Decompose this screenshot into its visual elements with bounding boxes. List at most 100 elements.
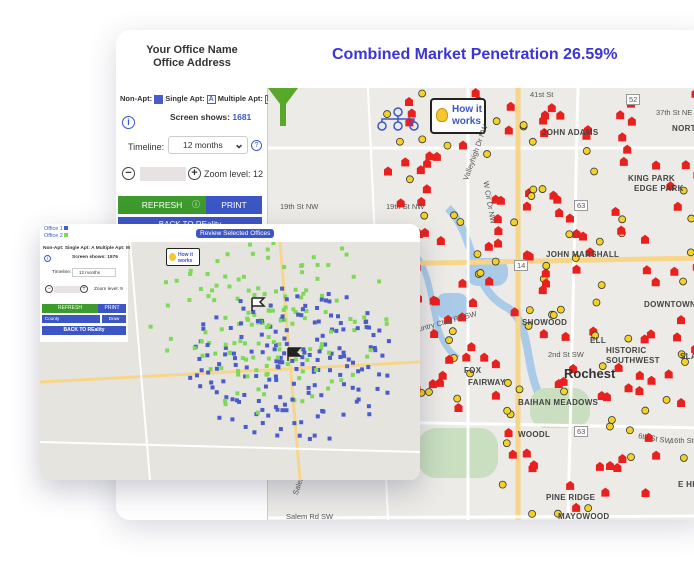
office1-marker bbox=[319, 393, 324, 398]
timeline-select[interactable]: 12 months bbox=[72, 268, 116, 277]
office1-marker bbox=[230, 417, 235, 422]
office1-marker bbox=[380, 353, 385, 358]
pin-marker bbox=[565, 230, 574, 239]
office1-marker bbox=[255, 319, 260, 324]
office1-marker bbox=[329, 313, 334, 318]
neighborhood-label: FAIRWAY bbox=[468, 378, 506, 387]
comparison-control-panel: Non-Apt: Single Apt: A Multiple Apt: M i… bbox=[40, 242, 130, 342]
office2-marker bbox=[265, 371, 270, 376]
house-marker bbox=[652, 160, 661, 170]
office1-marker bbox=[274, 377, 279, 382]
house-marker bbox=[522, 201, 531, 211]
neighborhood-label: SLA bbox=[680, 352, 694, 361]
office1-marker bbox=[346, 357, 351, 362]
office1-marker bbox=[275, 407, 280, 412]
office2-marker bbox=[252, 293, 257, 298]
office2-marker bbox=[315, 262, 320, 267]
office2-marker bbox=[192, 346, 197, 351]
office2-marker bbox=[329, 379, 334, 384]
timeline-select[interactable]: 12 months ⌄ bbox=[168, 136, 248, 154]
pin-marker bbox=[529, 185, 538, 194]
info-icon[interactable]: i bbox=[44, 255, 51, 262]
office2-marker bbox=[319, 345, 324, 350]
pin-marker bbox=[425, 388, 433, 396]
review-selected-offices-button[interactable]: Review Selected Offices bbox=[196, 229, 275, 238]
house-marker bbox=[485, 276, 494, 286]
office1-marker bbox=[366, 404, 371, 409]
office1-marker bbox=[237, 399, 242, 404]
single-apt-icon: A bbox=[206, 94, 216, 104]
office1-marker bbox=[338, 355, 343, 360]
office1-marker bbox=[254, 374, 259, 379]
office2-marker bbox=[275, 355, 280, 360]
zoom-out-button[interactable]: − bbox=[45, 285, 53, 293]
office1-marker bbox=[284, 328, 289, 333]
office1-marker bbox=[198, 384, 203, 389]
how-it-works-button[interactable]: How it works bbox=[430, 98, 486, 134]
office2-marker bbox=[256, 387, 261, 392]
lightbulb-icon bbox=[436, 108, 448, 122]
zoom-control: − + Zoom level: 12 bbox=[122, 166, 266, 182]
house-marker bbox=[416, 165, 425, 175]
zoom-bar[interactable] bbox=[140, 167, 186, 181]
house-marker bbox=[420, 227, 429, 237]
office1-marker bbox=[302, 350, 307, 355]
filter-icon[interactable] bbox=[268, 88, 298, 128]
office2-marker bbox=[302, 316, 307, 321]
pin-marker bbox=[524, 322, 533, 330]
print-button[interactable]: PRINT bbox=[206, 196, 262, 214]
office2-marker bbox=[377, 279, 382, 284]
office1-marker bbox=[278, 355, 283, 360]
house-marker bbox=[435, 377, 444, 387]
house-marker bbox=[613, 462, 622, 472]
pin-marker bbox=[679, 277, 688, 286]
office1-marker bbox=[365, 311, 370, 316]
office1-marker bbox=[338, 372, 343, 377]
house-marker bbox=[458, 278, 467, 288]
zoom-in-button[interactable]: + bbox=[80, 285, 88, 293]
office2-marker bbox=[262, 392, 267, 397]
office1-marker bbox=[273, 405, 278, 410]
office1-marker bbox=[337, 346, 342, 351]
house-marker bbox=[601, 487, 610, 497]
office1-marker bbox=[373, 348, 378, 353]
house-marker bbox=[555, 207, 564, 217]
pin-marker bbox=[510, 218, 519, 227]
office2-marker bbox=[236, 277, 241, 282]
refresh-button[interactable]: REFRESH ⓘ bbox=[118, 196, 206, 214]
draw-button[interactable]: Draw bbox=[102, 315, 126, 323]
print-button[interactable]: PRINT bbox=[98, 304, 126, 313]
house-marker bbox=[547, 103, 556, 113]
office1-marker bbox=[284, 341, 289, 346]
back-button[interactable]: BACK TO REality bbox=[42, 326, 126, 335]
office2-marker bbox=[270, 308, 275, 313]
office1-marker bbox=[239, 321, 244, 326]
help-icon[interactable]: ? bbox=[251, 140, 262, 151]
pin-marker bbox=[527, 192, 536, 200]
zoom-bar[interactable] bbox=[54, 286, 80, 293]
zoom-in-button[interactable]: + bbox=[188, 167, 201, 180]
office2-marker bbox=[225, 252, 230, 257]
office1-marker bbox=[260, 350, 265, 355]
how-it-works-button[interactable]: How it works bbox=[166, 248, 200, 266]
refresh-button[interactable]: REFRESH bbox=[42, 304, 98, 313]
zoom-out-button[interactable]: − bbox=[122, 167, 135, 180]
screen-shows-label: Screen shows: bbox=[170, 112, 230, 122]
office2-marker bbox=[168, 336, 173, 341]
office2-marker bbox=[277, 347, 282, 352]
office1-marker bbox=[320, 408, 325, 413]
house-marker bbox=[504, 125, 513, 135]
office2-marker bbox=[384, 321, 389, 326]
house-marker bbox=[396, 198, 405, 208]
pin-marker bbox=[641, 406, 650, 415]
office1-marker bbox=[217, 415, 222, 420]
pin-marker bbox=[618, 215, 627, 224]
office2-marker bbox=[235, 391, 240, 396]
office1-marker bbox=[299, 313, 304, 318]
county-select[interactable]: County bbox=[42, 315, 100, 323]
house-marker bbox=[618, 132, 627, 142]
house-marker bbox=[597, 390, 606, 400]
info-icon[interactable]: i bbox=[122, 116, 135, 129]
office2-marker bbox=[237, 321, 242, 326]
house-marker bbox=[646, 329, 655, 339]
